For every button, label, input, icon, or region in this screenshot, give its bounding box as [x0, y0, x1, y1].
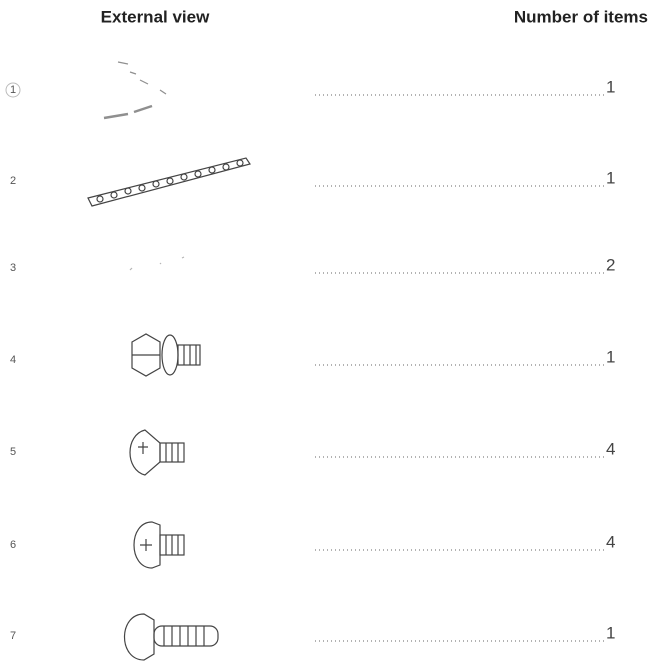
item-number: 5	[10, 446, 16, 458]
part-illustration	[103, 61, 167, 120]
item-count: 4	[606, 532, 615, 551]
part-illustration	[133, 521, 185, 569]
part-illustration	[87, 157, 251, 207]
item-count: 1	[606, 77, 615, 96]
item-count: 1	[606, 347, 615, 366]
item-number: 2	[10, 175, 16, 187]
index-circle	[5, 82, 21, 98]
item-count: 1	[606, 623, 615, 642]
item-number: 7	[10, 630, 16, 642]
column-header: External view	[101, 7, 210, 26]
part-illustration	[131, 333, 201, 377]
column-header: Number of items	[514, 7, 648, 26]
part-illustration	[129, 256, 185, 271]
item-count: 4	[606, 439, 615, 458]
part-illustration	[123, 613, 219, 661]
item-count: 2	[606, 255, 615, 274]
part-illustration	[129, 429, 185, 476]
item-number: 3	[10, 262, 16, 274]
item-number: 6	[10, 539, 16, 551]
item-number: 1	[10, 84, 16, 96]
item-number: 4	[10, 354, 16, 366]
item-count: 1	[606, 168, 615, 187]
